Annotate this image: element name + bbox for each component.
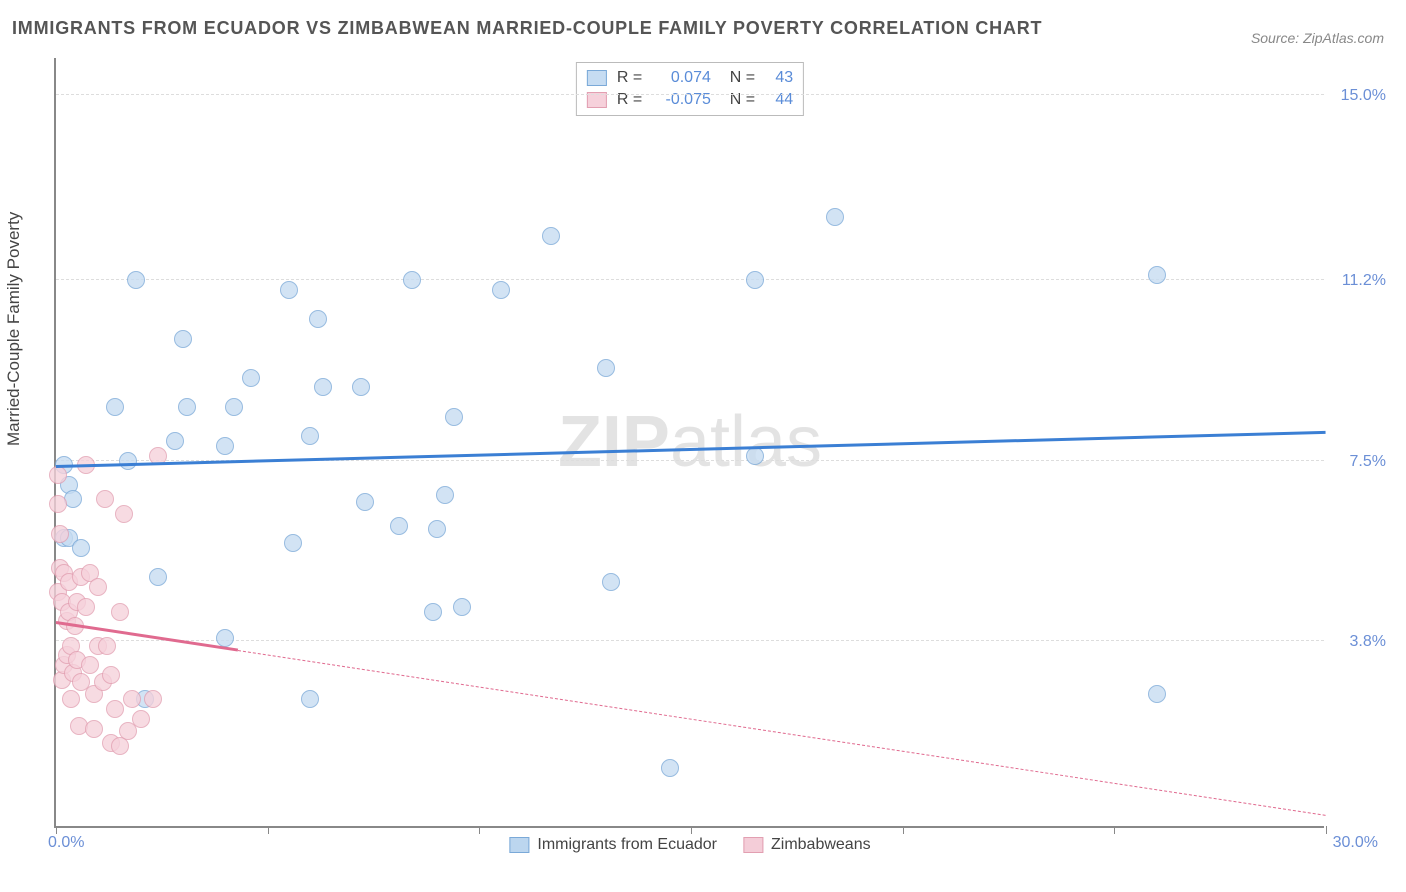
x-tick	[691, 826, 692, 834]
scatter-marker	[178, 398, 196, 416]
scatter-marker	[314, 378, 332, 396]
legend-series-label: Immigrants from Ecuador	[537, 836, 717, 854]
legend-stat-row: R = 0.074 N = 43	[587, 67, 793, 89]
trend-line-extrapolated	[238, 650, 1326, 816]
scatter-marker	[77, 598, 95, 616]
chart-title: IMMIGRANTS FROM ECUADOR VS ZIMBABWEAN MA…	[12, 18, 1042, 39]
scatter-marker	[424, 603, 442, 621]
x-tick-label: 0.0%	[48, 834, 84, 852]
scatter-marker	[81, 656, 99, 674]
gridline-h	[56, 640, 1324, 641]
scatter-marker	[301, 690, 319, 708]
scatter-marker	[542, 227, 560, 245]
scatter-marker	[111, 603, 129, 621]
scatter-marker	[436, 486, 454, 504]
scatter-marker	[445, 408, 463, 426]
legend-r-value: 0.074	[655, 69, 711, 87]
legend-swatch	[587, 70, 607, 86]
scatter-marker	[428, 520, 446, 538]
y-tick-label: 3.8%	[1350, 633, 1386, 651]
scatter-marker	[390, 517, 408, 535]
legend-swatch	[509, 837, 529, 853]
legend-swatch	[743, 837, 763, 853]
watermark: ZIPatlas	[558, 401, 822, 483]
x-tick	[56, 826, 57, 834]
scatter-marker	[98, 637, 116, 655]
legend-item: Zimbabweans	[743, 836, 871, 854]
scatter-marker	[127, 271, 145, 289]
scatter-marker	[661, 759, 679, 777]
scatter-marker	[85, 720, 103, 738]
legend-n-label: N =	[721, 69, 755, 87]
gridline-h	[56, 94, 1324, 95]
legend-n-value: 43	[765, 69, 793, 87]
scatter-marker	[746, 447, 764, 465]
chart-container: IMMIGRANTS FROM ECUADOR VS ZIMBABWEAN MA…	[0, 0, 1406, 892]
scatter-marker	[115, 505, 133, 523]
scatter-marker	[49, 495, 67, 513]
scatter-marker	[352, 378, 370, 396]
scatter-marker	[144, 690, 162, 708]
scatter-marker	[1148, 685, 1166, 703]
scatter-marker	[106, 398, 124, 416]
legend-stats: R = 0.074 N = 43 R =-0.075 N =44	[576, 62, 804, 116]
x-tick	[268, 826, 269, 834]
scatter-marker	[216, 437, 234, 455]
scatter-marker	[746, 271, 764, 289]
scatter-marker	[72, 539, 90, 557]
scatter-marker	[102, 666, 120, 684]
scatter-marker	[49, 466, 67, 484]
trend-line	[56, 431, 1326, 468]
scatter-marker	[602, 573, 620, 591]
scatter-marker	[597, 359, 615, 377]
scatter-marker	[225, 398, 243, 416]
scatter-marker	[89, 578, 107, 596]
scatter-marker	[280, 281, 298, 299]
scatter-marker	[51, 525, 69, 543]
scatter-marker	[301, 427, 319, 445]
scatter-marker	[242, 369, 260, 387]
trend-line	[56, 621, 238, 651]
scatter-marker	[453, 598, 471, 616]
scatter-marker	[149, 568, 167, 586]
gridline-h	[56, 279, 1324, 280]
scatter-marker	[309, 310, 327, 328]
y-tick-label: 7.5%	[1350, 453, 1386, 471]
legend-stat-row: R =-0.075 N =44	[587, 89, 793, 111]
scatter-marker	[132, 710, 150, 728]
legend-r-label: R =	[617, 69, 645, 87]
scatter-marker	[62, 690, 80, 708]
x-tick	[1114, 826, 1115, 834]
legend-series: Immigrants from Ecuador Zimbabweans	[509, 836, 870, 854]
scatter-marker	[492, 281, 510, 299]
x-tick	[479, 826, 480, 834]
y-axis-label: Married-Couple Family Poverty	[4, 212, 24, 446]
scatter-marker	[826, 208, 844, 226]
scatter-marker	[174, 330, 192, 348]
y-tick-label: 11.2%	[1342, 272, 1386, 290]
plot-area: ZIPatlas R =0.074 N =43R =-0.075 N =44 I…	[54, 58, 1324, 828]
scatter-marker	[166, 432, 184, 450]
scatter-marker	[284, 534, 302, 552]
legend-item: Immigrants from Ecuador	[509, 836, 717, 854]
scatter-marker	[1148, 266, 1166, 284]
legend-series-label: Zimbabweans	[771, 836, 871, 854]
scatter-marker	[106, 700, 124, 718]
scatter-marker	[356, 493, 374, 511]
x-tick	[903, 826, 904, 834]
scatter-marker	[403, 271, 421, 289]
scatter-marker	[119, 452, 137, 470]
source-attribution: Source: ZipAtlas.com	[1251, 30, 1384, 46]
x-tick	[1326, 826, 1327, 834]
scatter-marker	[96, 490, 114, 508]
x-tick-label: 30.0%	[1333, 834, 1378, 852]
y-tick-label: 15.0%	[1341, 87, 1386, 105]
scatter-marker	[123, 690, 141, 708]
scatter-marker	[216, 629, 234, 647]
